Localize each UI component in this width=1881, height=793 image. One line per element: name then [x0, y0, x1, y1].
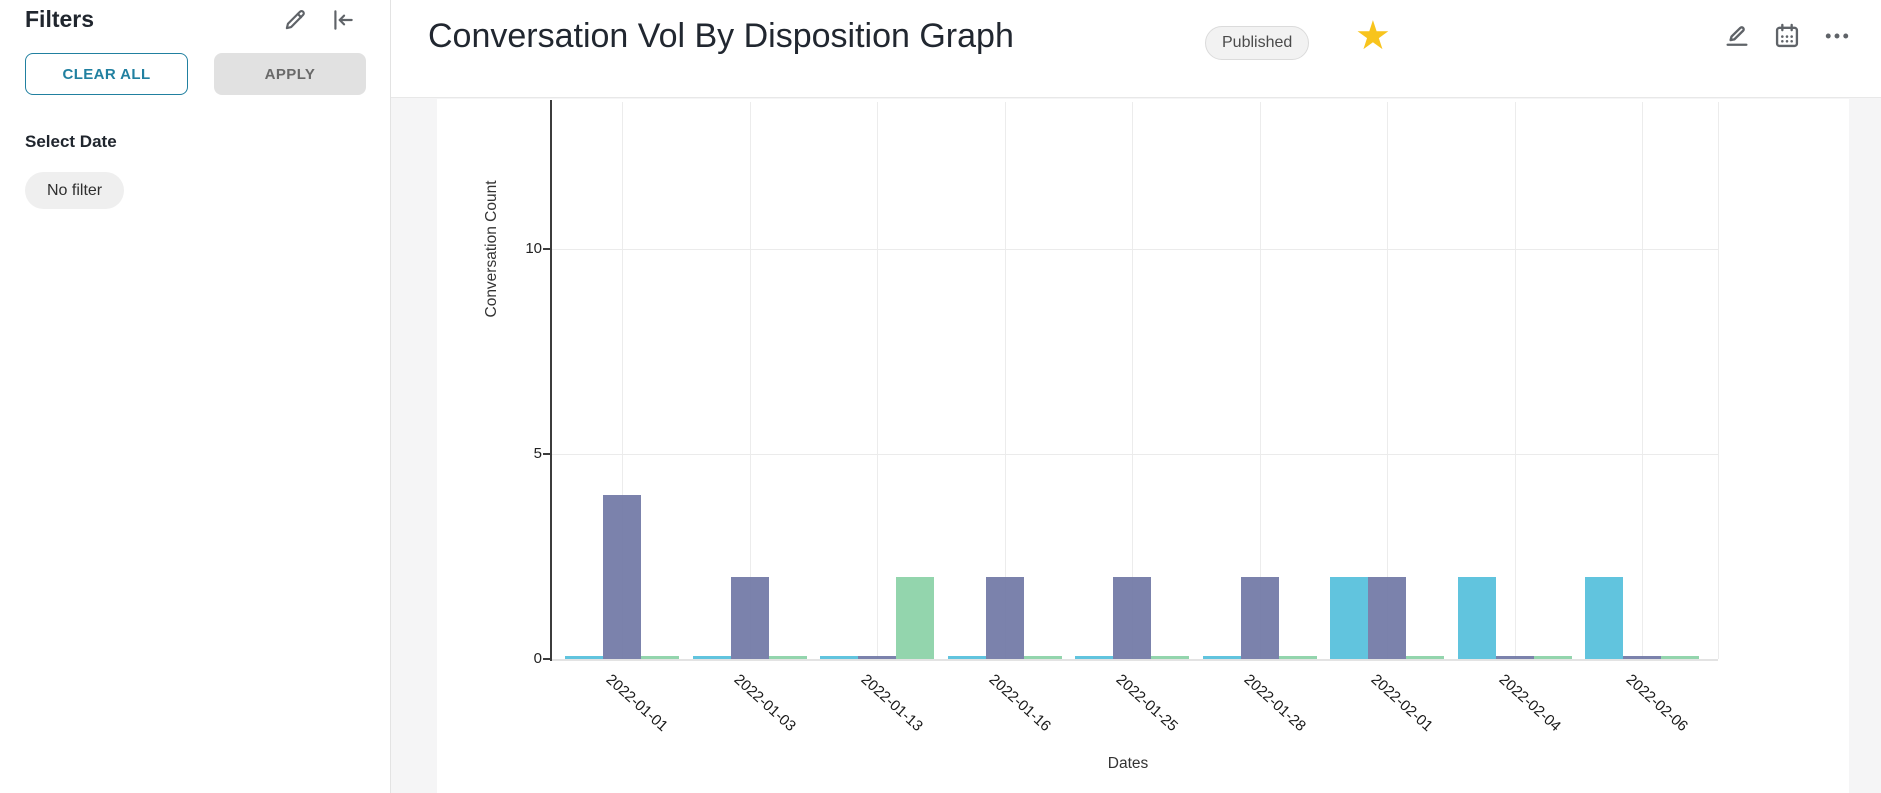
bar-series-2-2022-01-01[interactable] [603, 495, 641, 659]
x-axis-line [552, 659, 1718, 661]
status-badge: Published [1205, 26, 1310, 60]
v-gridline [749, 102, 751, 659]
date-range-button[interactable] [1770, 21, 1804, 55]
chart-card [437, 99, 1849, 793]
bar-series-3-2022-01-03[interactable] [768, 656, 807, 659]
bar-series-1-2022-01-01[interactable] [565, 656, 603, 659]
date-filter-chip[interactable]: No filter [25, 172, 125, 209]
bar-series-2-2022-02-01[interactable] [1368, 577, 1406, 659]
collapse-left-icon [330, 7, 356, 38]
bar-series-3-2022-01-13[interactable] [896, 577, 934, 659]
bar-series-1-2022-01-28[interactable] [1202, 656, 1241, 659]
bar-series-1-2022-02-04[interactable] [1457, 577, 1496, 659]
y-axis-tick [543, 453, 551, 455]
collapse-sidebar-button[interactable] [326, 5, 360, 39]
v-gridline [1642, 102, 1643, 659]
y-axis-line [550, 100, 552, 661]
v-gridline [877, 102, 878, 659]
bar-series-1-2022-02-06[interactable] [1585, 577, 1623, 659]
bar-series-3-2022-02-06[interactable] [1661, 656, 1699, 659]
bar-series-1-2022-02-01[interactable] [1330, 577, 1368, 659]
bar-series-3-2022-01-16[interactable] [1023, 656, 1062, 659]
v-gridline [1387, 102, 1388, 659]
filters-sidebar: Filters CLEAR ALL APPLY Select Date No f… [0, 0, 390, 793]
bar-series-2-2022-01-28[interactable] [1240, 577, 1279, 659]
filters-title: Filters [25, 6, 95, 32]
right-gutter [1849, 98, 1881, 793]
edit-icon [1723, 22, 1751, 55]
bar-series-3-2022-02-01[interactable] [1406, 656, 1444, 659]
v-gridline [1514, 102, 1516, 659]
bar-series-2-2022-02-04[interactable] [1495, 656, 1534, 659]
sidebar-divider [390, 0, 391, 793]
edit-dashboard-button[interactable] [1720, 21, 1754, 55]
bar-series-3-2022-01-01[interactable] [641, 656, 679, 659]
more-options-button[interactable] [1820, 21, 1854, 55]
header-bar [391, 0, 1881, 98]
star-icon[interactable]: ★ [1355, 14, 1391, 58]
h-gridline [552, 454, 1718, 455]
more-options-icon [1823, 22, 1851, 55]
y-axis-tick [543, 658, 551, 660]
y-tick-label: 10 [525, 240, 542, 257]
bar-series-3-2022-01-28[interactable] [1278, 656, 1317, 659]
bar-series-2-2022-01-16[interactable] [985, 577, 1024, 659]
bar-series-1-2022-01-03[interactable] [692, 656, 731, 659]
bar-series-2-2022-01-25[interactable] [1113, 577, 1151, 659]
y-tick-label: 5 [533, 445, 542, 462]
page-title: Conversation Vol By Disposition Graph [428, 17, 1014, 55]
bar-series-3-2022-01-25[interactable] [1151, 656, 1189, 659]
pencil-icon [282, 7, 308, 38]
h-gridline [552, 249, 1718, 250]
bar-series-2-2022-01-03[interactable] [730, 577, 769, 659]
x-axis-title: Dates [1107, 755, 1149, 772]
edit-filters-button[interactable] [278, 5, 312, 39]
bar-series-1-2022-01-16[interactable] [947, 656, 986, 659]
select-date-label: Select Date [25, 132, 117, 151]
y-axis-title: Conversation Count [483, 180, 500, 318]
clear-all-button[interactable]: CLEAR ALL [25, 53, 188, 95]
v-gridline [622, 102, 623, 659]
v-gridline [1718, 102, 1719, 659]
bar-series-1-2022-01-25[interactable] [1075, 656, 1113, 659]
y-tick-label: 0 [533, 650, 542, 667]
v-gridline [1259, 102, 1261, 659]
v-gridline [1132, 102, 1133, 659]
bar-series-3-2022-02-04[interactable] [1533, 656, 1572, 659]
y-axis-tick [543, 248, 551, 250]
bar-series-2-2022-02-06[interactable] [1623, 656, 1661, 659]
bar-series-1-2022-01-13[interactable] [820, 656, 858, 659]
bar-series-2-2022-01-13[interactable] [858, 656, 896, 659]
calendar-icon [1773, 22, 1801, 55]
v-gridline [1004, 102, 1006, 659]
apply-button[interactable]: APPLY [214, 53, 366, 95]
